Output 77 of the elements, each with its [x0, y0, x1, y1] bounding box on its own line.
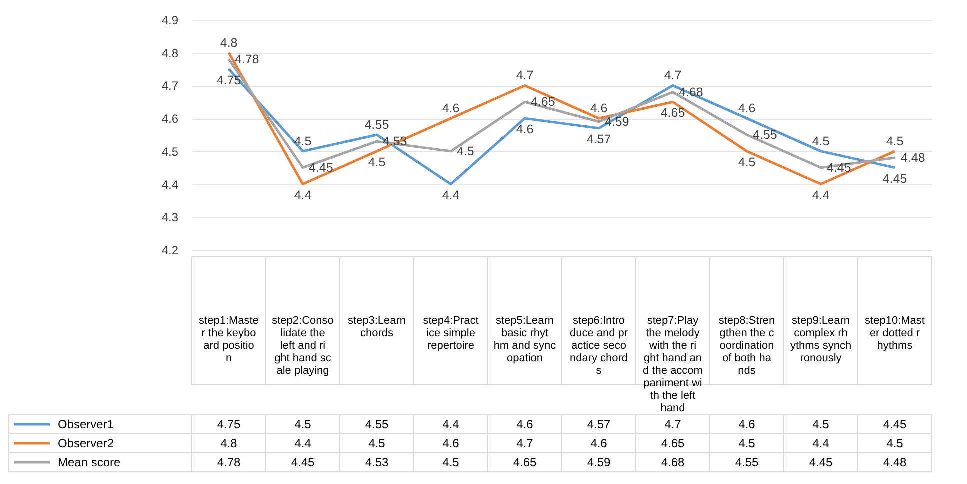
text: 4.5 [738, 155, 756, 170]
data-label: 4.6 [442, 436, 460, 450]
data-label: 4.53 [365, 456, 389, 470]
data-label: 4.5 [812, 418, 830, 432]
y-tick-label: 4.2 [162, 244, 179, 258]
text: 4.6 [590, 102, 608, 116]
text: 4.78 [235, 52, 260, 66]
text: 4.8 [220, 36, 238, 50]
legend-label: Mean score [58, 456, 122, 470]
data-label: 4.68 [661, 456, 685, 470]
y-tick-label: 4.3 [162, 210, 179, 225]
data-label: 4.5 [886, 436, 904, 450]
data-label: 4.45 [291, 456, 315, 470]
data-label: 4.59 [587, 456, 611, 470]
y-tick-label: 4.9 [162, 14, 179, 28]
x-tick-label: step9:Learn complex rhythms synchronously [790, 315, 852, 364]
data-label: 4.6 [516, 418, 534, 432]
data-label: 4.65 [513, 456, 537, 470]
text: 4.6 [516, 122, 534, 137]
data-label: 4.55 [735, 456, 759, 470]
data-label: 4.48 [883, 456, 907, 470]
x-tick-label: step6:Introduce and practice secondary chords [570, 315, 628, 377]
text: 4.4 [812, 188, 830, 202]
data-label: 4.45 [809, 456, 833, 470]
y-tick-label: 4.6 [162, 112, 179, 126]
data-label: 4.4 [812, 436, 830, 450]
text: 4.5 [886, 134, 904, 148]
x-tick-label: step2:Consolidate the left and right hand scale playing [272, 315, 334, 377]
data-label: 4.4 [442, 418, 460, 432]
text: 4.65 [660, 106, 686, 120]
text: 4.7 [516, 68, 534, 83]
data-label: 4.7 [516, 436, 534, 450]
text: 4.4 [442, 188, 460, 202]
data-label: 4.75 [217, 418, 241, 432]
x-tick-label: step10:Master dotted rhythms [865, 315, 925, 352]
text: 4.57 [586, 132, 612, 146]
text: 4.6 [738, 102, 756, 116]
data-label: 4.5 [368, 436, 386, 450]
data-label: 4.8 [220, 436, 238, 450]
text: 4.5 [368, 155, 386, 170]
text: 4.4 [294, 188, 312, 202]
data-label: 4.7 [664, 418, 682, 432]
text: 4.45 [827, 160, 852, 175]
data-label: 4.55 [365, 418, 389, 432]
x-tick-label: step1:Master the keyboard position [199, 315, 259, 364]
legend-label: Observer2 [58, 436, 114, 450]
x-tick-label: step5:Learn basic rhythm and syncopation [494, 315, 557, 364]
data-label: 4.45 [883, 418, 907, 432]
data-label: 4.78 [217, 456, 241, 470]
data-label: 4.6 [590, 436, 608, 450]
text: 4.7 [664, 68, 682, 83]
text: 4.48 [901, 151, 926, 165]
text: 4.55 [364, 118, 390, 132]
legend-label: Observer1 [58, 418, 114, 432]
y-tick-label: 4.7 [162, 79, 179, 94]
text: 4.65 [531, 95, 556, 110]
text: 4.5 [294, 134, 312, 148]
y-tick-label: 4.5 [162, 144, 179, 159]
text: 4.6 [442, 102, 460, 116]
data-label: 4.65 [661, 436, 685, 450]
text: 4.45 [882, 172, 908, 186]
data-label: 4.57 [587, 418, 611, 432]
data-label: 4.4 [294, 436, 312, 450]
data-label: 4.5 [738, 436, 756, 450]
data-label: 4.5 [442, 456, 460, 470]
x-tick-label: step8:Strengthen the coordination of both hands [718, 315, 776, 377]
data-label: 4.6 [738, 418, 756, 432]
text: 4.55 [753, 128, 778, 142]
y-tick-label: 4.8 [162, 46, 179, 60]
text: 4.5 [812, 134, 830, 148]
y-tick-label: 4.4 [162, 178, 179, 192]
x-tick-label: step3:Learn chords [348, 315, 406, 340]
text: 4.5 [457, 144, 474, 158]
text: 4.45 [309, 160, 334, 175]
x-tick-label: step4:Practice simple repertoire [423, 315, 479, 352]
data-label: 4.5 [294, 418, 312, 432]
x-tick-label: step7:Play the melody with the right hand and the accompaniment with the left hand [643, 315, 703, 414]
